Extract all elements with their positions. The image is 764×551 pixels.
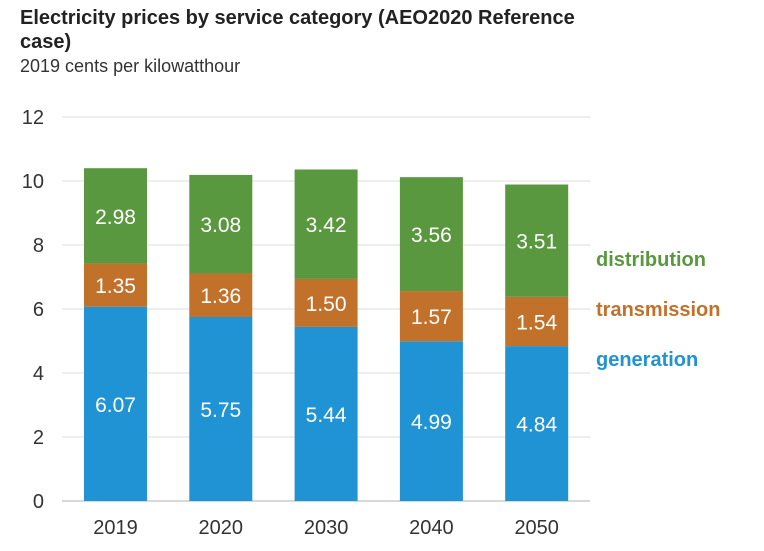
bar-segment-transmission (84, 263, 147, 307)
x-tick-label: 2019 (93, 517, 138, 539)
y-tick-label: 10 (22, 171, 44, 193)
data-label-generation: 4.99 (411, 411, 452, 434)
data-label-generation: 5.44 (306, 404, 347, 427)
bar-segment-generation (399, 341, 463, 501)
bar-segment-transmission (399, 291, 463, 342)
data-label-generation: 4.84 (516, 414, 557, 437)
bar-segment-transmission (189, 273, 253, 317)
bar-segment-distribution (189, 174, 253, 274)
data-label-distribution: 3.51 (516, 231, 557, 254)
y-tick-label: 8 (33, 235, 44, 257)
data-label-distribution: 3.56 (411, 224, 452, 247)
data-label-transmission: 1.35 (95, 275, 136, 298)
bar-segment-generation (505, 346, 569, 501)
bar-segment-generation (84, 306, 147, 501)
bar-segment-distribution (505, 184, 569, 297)
y-tick-label: 4 (33, 363, 44, 385)
bar-segment-distribution (399, 177, 463, 292)
data-label-transmission: 1.50 (306, 293, 347, 316)
data-label-transmission: 1.36 (200, 285, 241, 308)
bar-segment-generation (294, 326, 358, 501)
legend-distribution: distribution (596, 249, 706, 271)
bar-segment-distribution (294, 169, 358, 279)
data-label-distribution: 3.08 (200, 214, 241, 237)
x-tick-label: 2050 (514, 517, 559, 539)
legend-generation: generation (596, 349, 698, 371)
bar-segment-transmission (294, 278, 358, 327)
y-tick-label: 2 (33, 427, 44, 449)
data-label-transmission: 1.57 (411, 306, 452, 329)
data-label-generation: 6.07 (95, 394, 136, 417)
chart-subtitle: 2019 cents per kilowatthour (20, 56, 241, 76)
data-label-distribution: 3.42 (306, 214, 347, 237)
y-tick-label: 12 (22, 107, 44, 129)
legend-transmission: transmission (596, 299, 720, 321)
chart-title: Electricity prices by service category (… (20, 7, 575, 53)
data-label-generation: 5.75 (200, 399, 241, 422)
y-tick-label: 6 (33, 299, 44, 321)
data-label-distribution: 2.98 (95, 206, 136, 229)
x-tick-label: 2040 (409, 517, 454, 539)
x-tick-label: 2020 (199, 517, 244, 539)
bar-segment-distribution (84, 168, 147, 264)
x-tick-label: 2030 (304, 517, 349, 539)
bar-segment-transmission (505, 296, 569, 347)
data-label-transmission: 1.54 (516, 311, 557, 334)
y-tick-label: 0 (33, 491, 44, 513)
bar-segment-generation (189, 317, 253, 501)
